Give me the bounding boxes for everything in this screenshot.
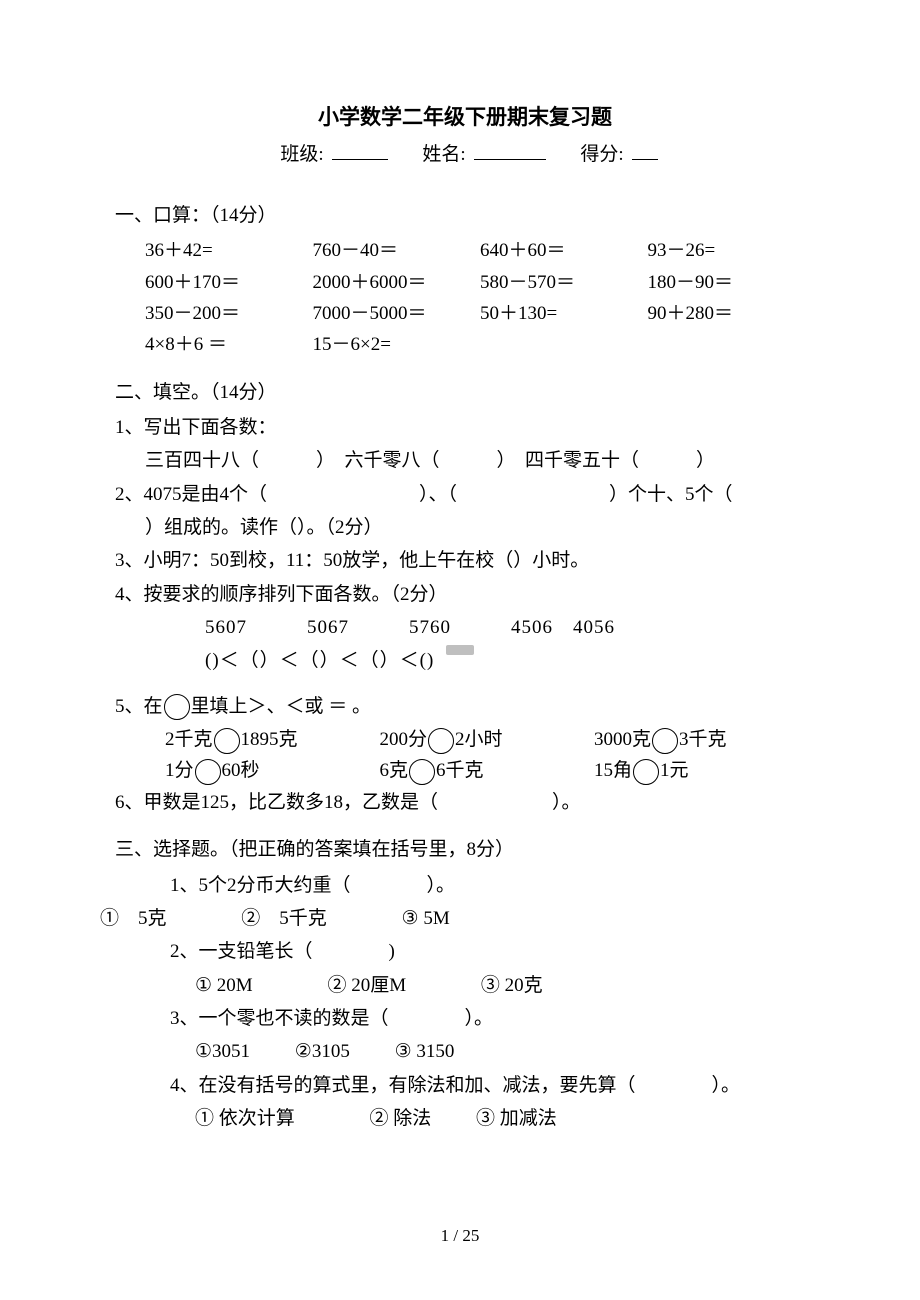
compare-row: 1分 60秒 6克 6千克 15角 1元: [115, 755, 815, 786]
opt: ① 5克: [100, 903, 167, 934]
s2-q5: 5、在 里填上＞、＜或 ＝ 。: [115, 691, 815, 722]
class-label: 班级:: [280, 144, 323, 165]
opt: ③ 加减法: [476, 1103, 557, 1134]
calc-row: 4×8＋6 ＝ 15－6×2=: [145, 329, 815, 360]
s2-q4-nums: 5607 5067 5760 4506 4056: [115, 612, 815, 643]
cmp-r: 6千克: [436, 760, 484, 781]
s3-heading: 三、选择题。（把正确的答案填在括号里，8分）: [115, 834, 815, 865]
calc-grid: 36＋42= 760－40＝ 640＋60＝ 93－26= 600＋170＝ 2…: [115, 235, 815, 360]
s1-heading: 一、口算：（14分）: [115, 200, 815, 231]
s2-heading: 二、填空。（14分）: [115, 377, 815, 408]
score-label: 得分:: [580, 144, 623, 165]
opt: ①3051: [195, 1036, 250, 1067]
compare-cell: 2千克 1895克: [165, 724, 380, 755]
calc-cell: 760－40＝: [313, 235, 481, 266]
calc-cell: 93－26=: [648, 235, 816, 266]
s2-q5-a: 5、在: [115, 696, 163, 717]
opt: ③ 5M: [402, 903, 450, 934]
calc-row: 350－200＝ 7000－5000＝ 50＋130= 90＋280＝: [145, 298, 815, 329]
calc-cell: 50＋130=: [480, 298, 648, 329]
cmp-l: 1分: [165, 760, 194, 781]
cmp-l: 3000克: [594, 729, 651, 750]
s2-q1-items: 三百四十八（ ） 六千零八（ ） 四千零五十（ ）: [115, 445, 815, 476]
s2-q4: 4、按要求的顺序排列下面各数。（2分）: [115, 579, 815, 610]
s3-q2-opts: ① 20M ② 20厘M ③ 20克: [115, 970, 815, 1001]
s3-q1: 1、5个2分币大约重（ ）。: [115, 870, 815, 901]
cmp-l: 6克: [380, 760, 409, 781]
compare-row: 2千克 1895克 200分 2小时 3000克 3千克: [115, 724, 815, 755]
opt: ②3105: [295, 1036, 350, 1067]
calc-cell: 640＋60＝: [480, 235, 648, 266]
compare-cell: 200分 2小时: [380, 724, 595, 755]
cmp-l: 2千克: [165, 729, 213, 750]
cmp-l: 15角: [594, 760, 632, 781]
calc-cell: 90＋280＝: [648, 298, 816, 329]
s3-q4: 4、在没有括号的算式里，有除法和加、减法，要先算（ ）。: [115, 1070, 815, 1101]
compare-cell: 1分 60秒: [165, 755, 380, 786]
circle-blank: [633, 759, 659, 785]
calc-cell: 2000＋6000＝: [313, 267, 481, 298]
name-blank: [474, 139, 546, 160]
circle-blank: [409, 759, 435, 785]
s3-q4-opts: ① 依次计算 ② 除法 ③ 加减法: [115, 1103, 815, 1134]
s3-q2: 2、一支铅笔长（ ): [115, 936, 815, 967]
calc-cell: 600＋170＝: [145, 267, 313, 298]
calc-cell: 350－200＝: [145, 298, 313, 329]
circle-blank: [652, 728, 678, 754]
page-number: 1 / 25: [0, 1222, 920, 1250]
info-line: 班级: 姓名: 得分:: [115, 139, 815, 170]
calc-row: 600＋170＝ 2000＋6000＝ 580－570＝ 180－90＝: [145, 267, 815, 298]
circle-blank: [195, 759, 221, 785]
watermark: [446, 645, 474, 655]
calc-cell: 580－570＝: [480, 267, 648, 298]
class-blank: [332, 139, 388, 160]
circle-blank: [164, 694, 190, 720]
opt: ③ 20克: [481, 970, 543, 1001]
page-title: 小学数学二年级下册期末复习题: [115, 100, 815, 135]
section-1: 一、口算：（14分） 36＋42= 760－40＝ 640＋60＝ 93－26=…: [115, 200, 815, 361]
compare-cell: 15角 1元: [594, 755, 809, 786]
s3-q3: 3、一个零也不读的数是（ ）。: [115, 1003, 815, 1034]
s2-q3: 3、小明7：50到校，11：50放学，他上午在校（）小时。: [115, 545, 815, 576]
cmp-r: 1895克: [241, 729, 298, 750]
cmp-r: 60秒: [222, 760, 260, 781]
name-label: 姓名:: [422, 144, 465, 165]
circle-blank: [214, 728, 240, 754]
opt: ② 除法: [370, 1103, 432, 1134]
opt: ① 20M: [195, 970, 253, 1001]
calc-cell: 36＋42=: [145, 235, 313, 266]
compare-cell: 3000克 3千克: [594, 724, 809, 755]
cmp-r: 2小时: [455, 729, 503, 750]
calc-cell: [480, 329, 648, 360]
s2-q2b: ）组成的。读作（）。（2分）: [115, 512, 815, 543]
score-blank: [632, 139, 658, 160]
s2-q6: 6、甲数是125，比乙数多18，乙数是（ ）。: [115, 787, 815, 818]
opt: ② 5千克: [241, 903, 327, 934]
section-2: 二、填空。（14分） 1、写出下面各数： 三百四十八（ ） 六千零八（ ） 四千…: [115, 377, 815, 818]
section-3: 三、选择题。（把正确的答案填在括号里，8分） 1、5个2分币大约重（ ）。 ① …: [115, 834, 815, 1134]
calc-cell: [648, 329, 816, 360]
opt: ② 20厘M: [327, 970, 406, 1001]
cmp-l: 200分: [380, 729, 428, 750]
s2-q5-b: 里填上＞、＜或 ＝ 。: [191, 696, 372, 717]
calc-cell: 7000－5000＝: [313, 298, 481, 329]
calc-cell: 180－90＝: [648, 267, 816, 298]
s3-q1-opts: ① 5克 ② 5千克 ③ 5M: [100, 903, 815, 934]
opt: ① 依次计算: [195, 1103, 295, 1134]
s2-q1: 1、写出下面各数：: [115, 412, 815, 443]
cmp-r: 3千克: [679, 729, 727, 750]
calc-cell: 15－6×2=: [313, 329, 481, 360]
s2-q2a: 2、4075是由4个（ ）、（ ）个十、5个（: [115, 479, 815, 510]
calc-row: 36＋42= 760－40＝ 640＋60＝ 93－26=: [145, 235, 815, 266]
cmp-r: 1元: [660, 760, 689, 781]
opt: ③ 3150: [395, 1036, 455, 1067]
s3-q3-opts: ①3051 ②3105 ③ 3150: [115, 1036, 815, 1067]
compare-cell: 6克 6千克: [380, 755, 595, 786]
calc-cell: 4×8＋6 ＝: [145, 329, 313, 360]
circle-blank: [428, 728, 454, 754]
